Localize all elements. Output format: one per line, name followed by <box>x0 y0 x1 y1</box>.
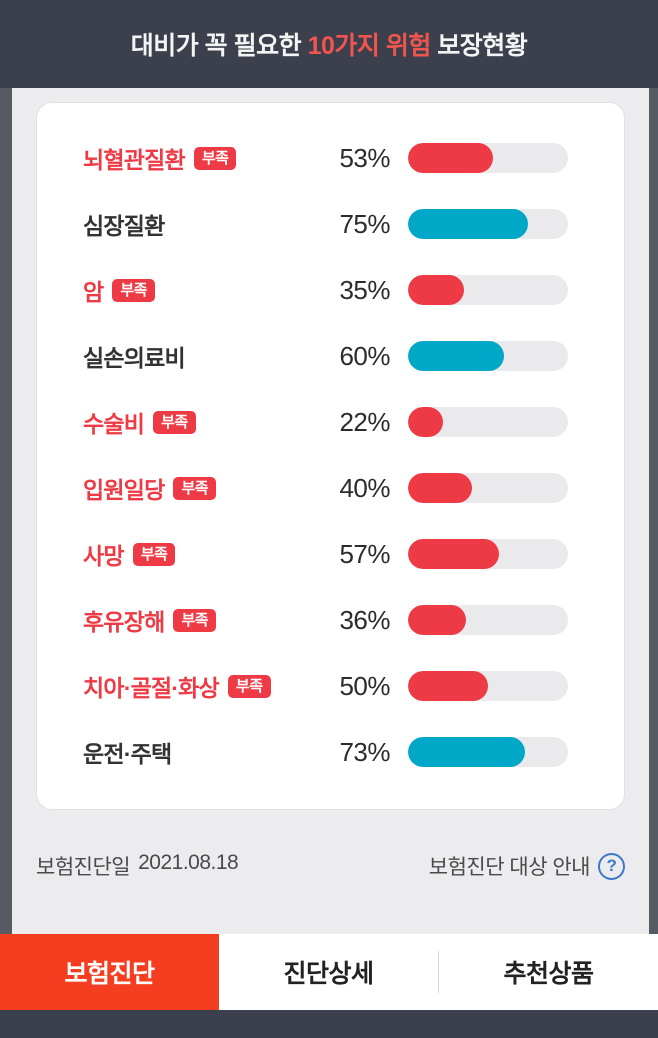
insufficient-badge: 부족 <box>153 410 196 434</box>
risk-label-wrap: 실손의료비 <box>83 339 312 373</box>
risk-label: 뇌혈관질환 <box>83 147 186 173</box>
risk-label: 사망 <box>83 543 125 569</box>
diagnosis-guide-label: 보험진단 대상 안내 <box>428 856 591 879</box>
bottom-strip <box>0 1010 658 1038</box>
coverage-bar-track <box>408 539 568 569</box>
coverage-bar-fill <box>408 671 488 701</box>
page-title-prefix: 대비가 꼭 필요한 <box>130 32 308 60</box>
risk-label-wrap: 치아·골절·화상 부족 <box>83 669 312 703</box>
insufficient-badge: 부족 <box>173 608 217 632</box>
diagnosis-date-label: 보험진단일 <box>36 856 131 879</box>
insufficient-badge: 부족 <box>227 674 271 698</box>
insufficient-badge: 부족 <box>112 278 155 302</box>
risk-label-wrap: 수술비 부족 <box>83 405 312 439</box>
tab-divider <box>438 951 439 993</box>
diagnosis-date: 보험진단일 2021.08.18 <box>36 851 239 881</box>
coverage-card: 뇌혈관질환 부족 53% 심장질환 75% 암 부족 35% 실손의료비 60% <box>36 102 625 810</box>
page-title: 대비가 꼭 필요한 10가지 위험 보장현황 <box>131 26 528 62</box>
coverage-bar-track <box>408 473 568 503</box>
insufficient-badge: 부족 <box>173 476 217 500</box>
percent-value: 75% <box>339 208 390 239</box>
percent-value: 40% <box>339 472 390 503</box>
coverage-bar-track <box>408 671 568 701</box>
coverage-row: 뇌혈관질환 부족 53% <box>83 125 568 191</box>
risk-label: 심장질환 <box>83 213 165 239</box>
coverage-bar-fill <box>408 275 464 305</box>
coverage-bar-fill <box>408 539 500 569</box>
risk-label-wrap: 암 부족 <box>83 273 312 307</box>
coverage-bar-fill <box>408 605 466 635</box>
main-content: 뇌혈관질환 부족 53% 심장질환 75% 암 부족 35% 실손의료비 60% <box>12 88 649 934</box>
insufficient-badge: 부족 <box>193 146 237 170</box>
coverage-bar-fill <box>408 407 444 437</box>
percent-value: 53% <box>339 142 390 173</box>
coverage-bar-fill <box>408 473 472 503</box>
page-title-suffix: 보장현황 <box>430 32 528 60</box>
coverage-bar-fill <box>408 341 504 371</box>
coverage-bar-track <box>408 143 568 173</box>
coverage-bar-track <box>408 407 568 437</box>
percent-value: 50% <box>339 670 390 701</box>
diagnosis-guide-link[interactable]: 보험진단 대상 안내 ? <box>429 851 625 881</box>
coverage-row: 입원일당 부족 40% <box>83 455 568 521</box>
page-header: 대비가 꼭 필요한 10가지 위험 보장현황 <box>0 0 658 88</box>
risk-label: 암 <box>83 279 104 305</box>
risk-label-wrap: 후유장해 부족 <box>83 603 312 637</box>
diagnosis-date-value: 2021.08.18 <box>138 851 239 874</box>
page-title-highlight: 10가지 위험 <box>307 32 432 60</box>
risk-label: 치아·골절·화상 <box>83 675 220 701</box>
coverage-row: 심장질환 75% <box>83 191 568 257</box>
coverage-row: 치아·골절·화상 부족 50% <box>83 653 568 719</box>
risk-label: 입원일당 <box>83 477 165 503</box>
tab-recommended-products[interactable]: 추천상품 <box>503 960 594 988</box>
coverage-bar-fill <box>408 737 525 767</box>
risk-label-wrap: 입원일당 부족 <box>83 471 312 505</box>
coverage-row: 수술비 부족 22% <box>83 389 568 455</box>
coverage-bar-track <box>408 605 568 635</box>
percent-value: 57% <box>339 538 390 569</box>
risk-label: 후유장해 <box>83 609 165 635</box>
coverage-bar-fill <box>408 143 493 173</box>
risk-label-wrap: 운전·주택 <box>83 735 312 769</box>
risk-label-wrap: 뇌혈관질환 부족 <box>83 141 312 175</box>
risk-label: 운전·주택 <box>83 741 172 767</box>
risk-label-wrap: 사망 부족 <box>83 537 312 571</box>
percent-value: 35% <box>339 274 390 305</box>
percent-value: 36% <box>339 604 390 635</box>
coverage-row: 실손의료비 60% <box>83 323 568 389</box>
coverage-row: 운전·주택 73% <box>83 719 568 785</box>
info-row: 보험진단일 2021.08.18 보험진단 대상 안내 ? <box>36 846 625 886</box>
tab-diagnosis-detail[interactable]: 진단상세 <box>283 960 374 988</box>
percent-value: 73% <box>339 736 390 767</box>
tab-insurance-diagnosis[interactable]: 보험진단 <box>0 934 219 1010</box>
question-mark-icon[interactable]: ? <box>598 852 625 880</box>
coverage-list: 뇌혈관질환 부족 53% 심장질환 75% 암 부족 35% 실손의료비 60% <box>83 125 568 785</box>
bottom-tab-bar: 보험진단 진단상세 추천상품 <box>0 934 658 1010</box>
coverage-bar-track <box>408 209 568 239</box>
percent-value: 22% <box>339 406 390 437</box>
risk-label-wrap: 심장질환 <box>83 207 312 241</box>
percent-value: 60% <box>339 340 390 371</box>
coverage-bar-fill <box>408 209 528 239</box>
insufficient-badge: 부족 <box>132 542 176 566</box>
coverage-row: 후유장해 부족 36% <box>83 587 568 653</box>
risk-label: 실손의료비 <box>83 345 186 371</box>
coverage-row: 사망 부족 57% <box>83 521 568 587</box>
coverage-row: 암 부족 35% <box>83 257 568 323</box>
coverage-bar-track <box>408 341 568 371</box>
risk-label: 수술비 <box>83 411 145 437</box>
coverage-bar-track <box>408 737 568 767</box>
coverage-bar-track <box>408 275 568 305</box>
